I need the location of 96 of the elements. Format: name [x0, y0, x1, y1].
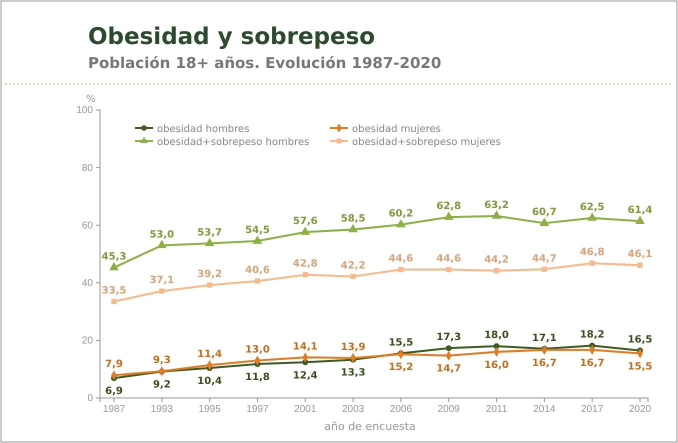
data-label: 16,5	[628, 334, 652, 346]
point	[252, 235, 262, 244]
data-label: 15,5	[388, 337, 414, 348]
data-label: 42,2	[340, 260, 366, 272]
data-label: 12,4	[292, 370, 318, 382]
point	[302, 272, 308, 278]
data-label: 54,5	[245, 225, 270, 236]
x-tick-label: 1993	[150, 404, 174, 416]
data-label: 45,3	[102, 252, 126, 263]
data-label: 62,8	[436, 201, 462, 212]
y-tick-label: 100	[76, 105, 94, 116]
data-label: 44,7	[532, 253, 557, 264]
point	[348, 224, 358, 232]
chart-subtitle: Población 18+ años. Evolución 1987-2020	[88, 54, 442, 72]
data-label: 53,0	[149, 229, 174, 240]
data-label: 13,9	[340, 342, 366, 353]
point	[492, 210, 502, 219]
data-label: 57,6	[292, 216, 318, 228]
point	[157, 240, 167, 248]
data-label: 18,0	[484, 330, 509, 342]
data-label: 16,7	[532, 358, 557, 369]
data-label: 11,8	[245, 372, 270, 384]
point	[444, 212, 454, 220]
point	[542, 266, 548, 272]
data-label: 9,3	[152, 355, 171, 366]
x-tick-label: 2011	[486, 404, 508, 416]
point	[587, 212, 597, 221]
x-tick-label: 2014	[533, 404, 556, 416]
data-label: 9,2	[152, 380, 171, 391]
legend-label: obesidad+sobrepeso hombres	[157, 137, 310, 148]
point	[637, 262, 643, 268]
data-label: 63,2	[484, 200, 509, 211]
point	[635, 216, 645, 224]
point	[494, 268, 500, 274]
data-label: 44,6	[436, 254, 462, 265]
data-label: 53,7	[197, 227, 222, 238]
point	[590, 260, 595, 266]
data-label: 62,5	[580, 202, 605, 213]
data-label: 44,6	[388, 254, 414, 265]
x-tick-label: 1997	[246, 404, 270, 416]
data-label: 46,8	[580, 247, 605, 258]
y-tick-label: 0	[87, 393, 94, 404]
data-label: 13,0	[245, 344, 270, 356]
data-label: 13,3	[340, 368, 366, 379]
point	[109, 262, 119, 270]
data-label: 6,9	[105, 386, 123, 398]
data-label: 44,2	[484, 254, 509, 266]
data-label: 16,7	[580, 358, 605, 369]
x-tick-label: 2003	[342, 404, 365, 416]
x-tick-label: 2020	[628, 404, 652, 416]
chart-title: Obesidad y sobrepeso	[88, 24, 376, 50]
point	[396, 219, 406, 228]
data-label: 14,1	[292, 341, 318, 352]
x-tick-label: 2001	[294, 404, 317, 416]
legend-label: obesidad hombres	[157, 124, 250, 135]
data-label: 40,6	[245, 265, 270, 276]
point	[540, 218, 550, 226]
data-label: 15,5	[628, 361, 652, 372]
x-tick-label: 2006	[390, 404, 412, 416]
data-label: 39,2	[197, 269, 222, 280]
y-tick-label: 60	[82, 220, 94, 232]
point	[159, 288, 164, 294]
x-tick-label: 2017	[581, 404, 604, 416]
y-tick-label: 80	[82, 162, 94, 174]
data-label: 33,5	[102, 286, 126, 297]
data-label: 61,4	[628, 205, 652, 216]
data-label: 60,2	[388, 208, 414, 220]
y-axis-title: %	[86, 94, 96, 105]
x-tick-label: 1987	[102, 404, 126, 416]
point	[206, 282, 212, 288]
data-label: 60,7	[532, 207, 557, 218]
data-label: 46,1	[628, 249, 652, 260]
point	[446, 345, 452, 352]
data-label: 17,1	[532, 332, 557, 344]
data-label: 7,9	[105, 359, 123, 370]
legend-label: obesidad+sobrepeso mujeres	[352, 137, 501, 148]
y-tick-label: 20	[82, 336, 94, 347]
x-tick-label: 1995	[198, 404, 222, 416]
y-tick-label: 40	[82, 278, 94, 289]
data-label: 18,2	[580, 330, 605, 341]
x-axis-title: año de encuesta	[324, 420, 416, 433]
data-label: 11,4	[197, 349, 222, 360]
point	[494, 343, 500, 350]
data-label: 16,0	[484, 360, 509, 371]
data-label: 17,3	[436, 332, 462, 344]
x-tick-label: 2009	[438, 404, 460, 416]
data-label: 42,8	[292, 258, 318, 270]
point	[300, 226, 310, 235]
data-label: 15,2	[388, 362, 414, 374]
point	[446, 266, 452, 272]
data-label: 14,7	[436, 364, 462, 375]
data-label: 10,4	[197, 376, 222, 388]
legend-label: obesidad mujeres	[352, 124, 441, 135]
data-label: 37,1	[149, 275, 174, 286]
point	[204, 238, 214, 246]
data-label: 58,5	[340, 214, 366, 225]
